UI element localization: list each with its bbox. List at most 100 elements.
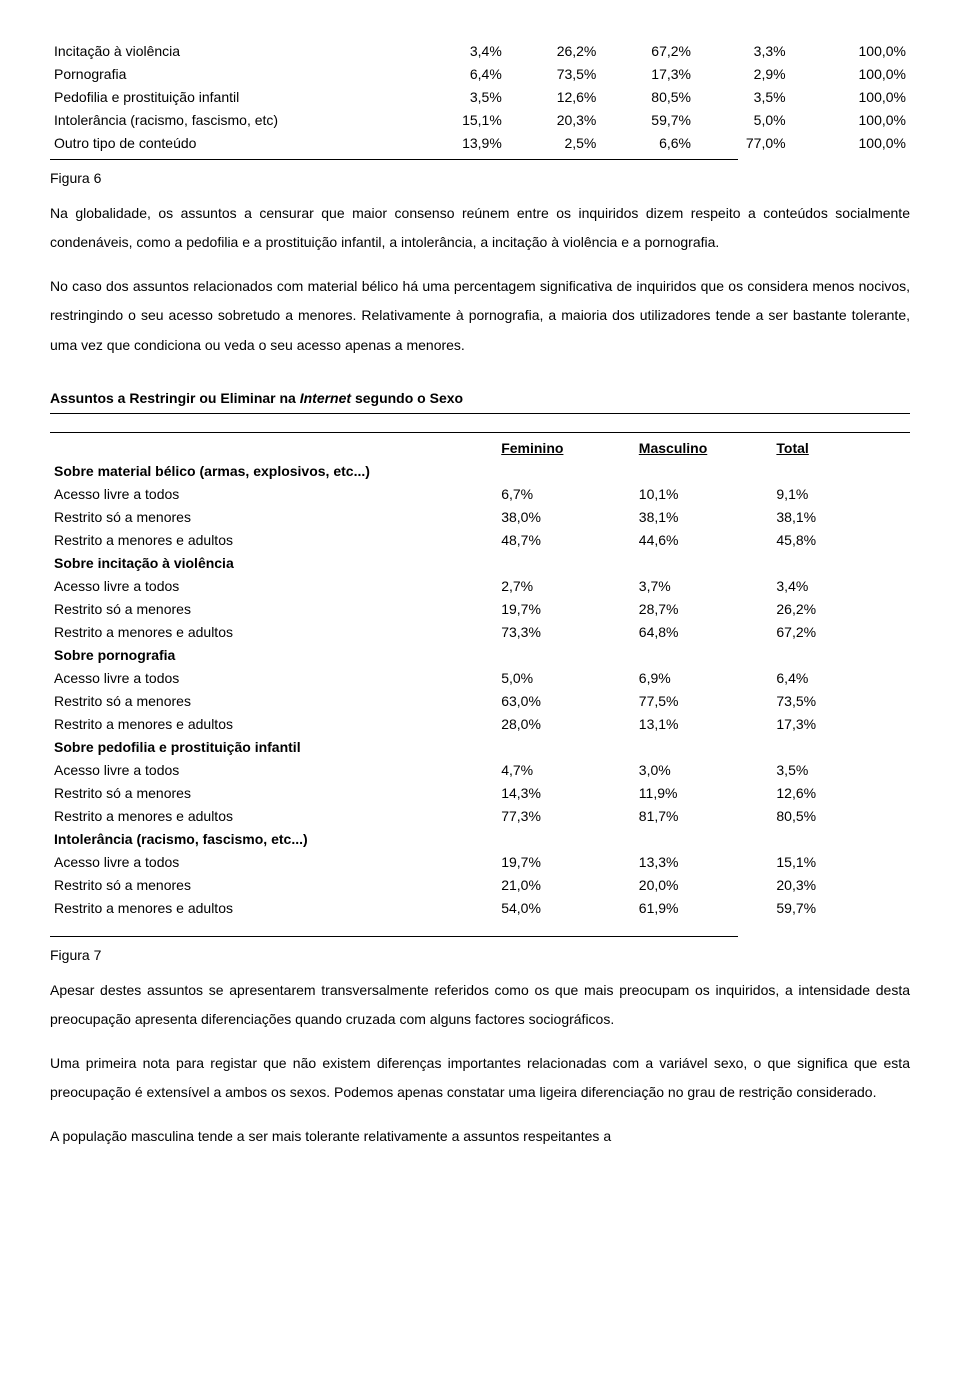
section-heading: Assuntos a Restringir ou Eliminar na Int… [50, 388, 910, 409]
table-group-row: Sobre material bélico (armas, explosivos… [50, 460, 910, 483]
row-label: Acesso livre a todos [50, 851, 497, 874]
table-row: Restrito só a menores14,3%11,9%12,6% [50, 782, 910, 805]
cell: 67,2% [772, 621, 910, 644]
paragraph: Apesar destes assuntos se apresentarem t… [50, 976, 910, 1035]
cell: 13,1% [635, 713, 773, 736]
table-row: Acesso livre a todos6,7%10,1%9,1% [50, 483, 910, 506]
cell: 80,5% [772, 805, 910, 828]
cell: 38,1% [772, 506, 910, 529]
table-figura7: FemininoMasculinoTotalSobre material bél… [50, 437, 910, 920]
row-label: Pornografia [50, 63, 411, 86]
table-row: Restrito a menores e adultos48,7%44,6%45… [50, 529, 910, 552]
cell: 100,0% [790, 63, 910, 86]
table-row: Pedofilia e prostituição infantil3,5%12,… [50, 86, 910, 109]
cell: 5,0% [497, 667, 635, 690]
cell: 5,0% [695, 109, 790, 132]
table-row: Outro tipo de conteúdo13,9%2,5%6,6%77,0%… [50, 132, 910, 155]
cell: 3,4% [772, 575, 910, 598]
table-row: Restrito só a menores19,7%28,7%26,2% [50, 598, 910, 621]
cell: 3,7% [635, 575, 773, 598]
cell: 13,9% [411, 132, 506, 155]
row-label: Outro tipo de conteúdo [50, 132, 411, 155]
cell: 67,2% [600, 40, 695, 63]
paragraph: Na globalidade, os assuntos a censurar q… [50, 199, 910, 258]
cell: 2,9% [695, 63, 790, 86]
row-label: Restrito só a menores [50, 782, 497, 805]
table-group-row: Intolerância (racismo, fascismo, etc...) [50, 828, 910, 851]
cell: 21,0% [497, 874, 635, 897]
cell: 6,9% [635, 667, 773, 690]
cell: 100,0% [790, 132, 910, 155]
table-row: Restrito só a menores63,0%77,5%73,5% [50, 690, 910, 713]
cell: 73,5% [772, 690, 910, 713]
cell: 100,0% [790, 40, 910, 63]
cell: 44,6% [635, 529, 773, 552]
table-row: Incitação à violência3,4%26,2%67,2%3,3%1… [50, 40, 910, 63]
cell: 48,7% [497, 529, 635, 552]
table-row: Restrito só a menores21,0%20,0%20,3% [50, 874, 910, 897]
table-row: Acesso livre a todos2,7%3,7%3,4% [50, 575, 910, 598]
row-label: Intolerância (racismo, fascismo, etc) [50, 109, 411, 132]
cell: 77,0% [695, 132, 790, 155]
row-label: Restrito só a menores [50, 506, 497, 529]
row-label: Restrito a menores e adultos [50, 805, 497, 828]
paragraph: No caso dos assuntos relacionados com ma… [50, 272, 910, 360]
cell: 3,5% [772, 759, 910, 782]
cell: 17,3% [772, 713, 910, 736]
divider [50, 432, 910, 433]
cell: 14,3% [497, 782, 635, 805]
cell: 6,6% [600, 132, 695, 155]
paragraph: A população masculina tende a ser mais t… [50, 1122, 910, 1151]
cell: 2,5% [506, 132, 601, 155]
col-header: Total [772, 437, 910, 460]
cell: 19,7% [497, 851, 635, 874]
heading-part: segundo o Sexo [351, 390, 463, 406]
cell: 26,2% [506, 40, 601, 63]
group-title: Intolerância (racismo, fascismo, etc...) [50, 828, 910, 851]
cell: 11,9% [635, 782, 773, 805]
heading-part: Assuntos a Restringir ou Eliminar na [50, 390, 300, 406]
cell: 12,6% [506, 86, 601, 109]
cell: 20,0% [635, 874, 773, 897]
cell: 20,3% [772, 874, 910, 897]
cell: 15,1% [772, 851, 910, 874]
cell: 77,3% [497, 805, 635, 828]
cell: 38,1% [635, 506, 773, 529]
row-label: Restrito a menores e adultos [50, 897, 497, 920]
table-row: Restrito a menores e adultos28,0%13,1%17… [50, 713, 910, 736]
cell: 6,7% [497, 483, 635, 506]
cell: 45,8% [772, 529, 910, 552]
cell: 15,1% [411, 109, 506, 132]
cell: 100,0% [790, 86, 910, 109]
row-label: Acesso livre a todos [50, 667, 497, 690]
row-label: Acesso livre a todos [50, 575, 497, 598]
table-group-row: Sobre pornografia [50, 644, 910, 667]
cell: 19,7% [497, 598, 635, 621]
cell: 3,5% [695, 86, 790, 109]
cell: 12,6% [772, 782, 910, 805]
cell: 73,5% [506, 63, 601, 86]
group-title: Sobre pedofilia e prostituição infantil [50, 736, 910, 759]
row-label: Restrito a menores e adultos [50, 713, 497, 736]
cell: 3,4% [411, 40, 506, 63]
cell: 10,1% [635, 483, 773, 506]
table-row: Acesso livre a todos19,7%13,3%15,1% [50, 851, 910, 874]
cell: 3,5% [411, 86, 506, 109]
cell: 26,2% [772, 598, 910, 621]
table-figura6: Incitação à violência3,4%26,2%67,2%3,3%1… [50, 40, 910, 155]
cell: 28,0% [497, 713, 635, 736]
table-row: Restrito a menores e adultos73,3%64,8%67… [50, 621, 910, 644]
table-row: Acesso livre a todos4,7%3,0%3,5% [50, 759, 910, 782]
cell: 6,4% [411, 63, 506, 86]
table-group-row: Sobre pedofilia e prostituição infantil [50, 736, 910, 759]
table-row: Restrito a menores e adultos54,0%61,9%59… [50, 897, 910, 920]
divider [50, 936, 738, 937]
cell: 63,0% [497, 690, 635, 713]
group-title: Sobre incitação à violência [50, 552, 910, 575]
row-label: Pedofilia e prostituição infantil [50, 86, 411, 109]
paragraph: Uma primeira nota para registar que não … [50, 1049, 910, 1108]
row-label: Restrito a menores e adultos [50, 621, 497, 644]
row-label: Restrito só a menores [50, 690, 497, 713]
cell: 54,0% [497, 897, 635, 920]
cell: 4,7% [497, 759, 635, 782]
